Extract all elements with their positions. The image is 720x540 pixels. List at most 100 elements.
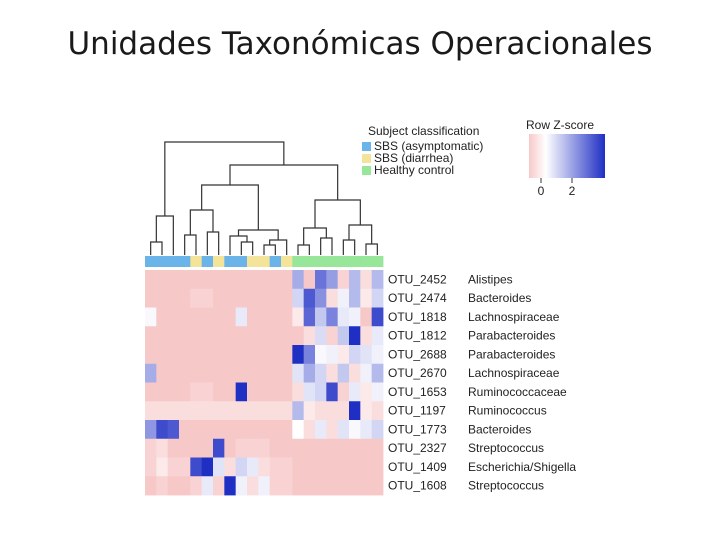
dendrogram-branch [229,235,248,255]
heatmap-cell [224,363,237,383]
heatmap-cell [167,307,180,327]
row-label-otu: OTU_2688 [388,347,447,361]
heatmap-cell [145,288,157,308]
heatmap-cell [156,382,169,402]
heatmap-cell [360,382,373,402]
heatmap-cell [156,457,169,477]
heatmap-cell [224,307,237,327]
heatmap-cell [190,476,203,496]
dendrogram-branch [184,234,197,255]
heatmap-cell [224,420,237,440]
dendrogram-branch [164,141,285,216]
heatmap-cell [303,288,316,308]
heatmap-cell [213,476,225,496]
heatmap-cell [145,420,157,440]
colorkey-tick-label-2: 2 [569,184,576,198]
heatmap-cell [292,382,305,402]
heatmap-cell [190,326,203,346]
heatmap-cell [190,457,203,477]
heatmap-cell [269,288,282,308]
heatmap-cell [145,457,157,477]
heatmap-cell [269,382,282,402]
heatmap-cell [337,401,350,421]
heatmap-cell [269,476,282,496]
heatmap-cell [235,420,248,440]
heatmap-cell [326,438,339,458]
heatmap-cell [213,382,225,402]
column-dendrogram [150,141,378,255]
heatmap-cell [269,420,282,440]
heatmap-cell [360,363,373,383]
group-bar-cell [337,256,350,267]
heatmap-cell [269,438,282,458]
heatmap-cell [167,476,180,496]
heatmap-cell [213,438,225,458]
row-label-otu: OTU_2327 [388,441,447,455]
dendrogram-branch [269,239,288,255]
group-bar-cell [213,256,225,267]
legend-label-asymptomatic: SBS (asymptomatic) [374,139,483,153]
group-bar-cell [292,256,305,267]
row-label-taxon: Escherichia/Shigella [468,460,576,474]
heatmap-cell [235,401,248,421]
heatmap-cell [145,401,157,421]
heatmap-cell [337,457,350,477]
heatmap-cell [224,270,237,290]
heatmap-cell [179,401,191,421]
heatmap-cell [303,457,316,477]
dendrogram-branch [365,243,378,255]
subject-legend: Subject classification SBS (asymptomatic… [362,124,483,177]
heatmap-cell [326,382,339,402]
heatmap-cell [224,345,237,365]
group-bar-cell [247,256,259,267]
heatmap-cell [247,345,259,365]
heatmap-cell [201,476,214,496]
heatmap-cell [179,363,191,383]
heatmap-cell [360,345,373,365]
heatmap-cell [269,307,282,327]
heatmap-cell [213,326,225,346]
heatmap-cell [145,438,157,458]
heatmap-cell [179,382,191,402]
row-label-otu: OTU_1608 [388,479,447,493]
group-bar-cell [145,256,157,267]
heatmap-cell [315,382,327,402]
dendrogram-branch [237,229,279,240]
heatmap-cell [303,401,316,421]
heatmap-cell [167,382,180,402]
heatmap-cell [258,363,271,383]
row-label-otu: OTU_2474 [388,291,447,305]
heatmap-cell [326,457,339,477]
heatmap-cell [247,326,259,346]
heatmap-cell [303,326,316,346]
heatmap-cell [167,326,180,346]
dendrogram-branch [342,239,356,255]
dendrogram-branch [155,215,174,255]
row-label-otu: OTU_1773 [388,422,447,436]
heatmap-cell [167,345,180,365]
row-label-taxon: Ruminococcaceae [468,385,567,399]
heatmap-cell [292,345,305,365]
heatmap-cell [326,401,339,421]
heatmap-cell [371,382,384,402]
heatmap-cell [156,401,169,421]
heatmap-cell [281,345,293,365]
row-label-taxon: Ruminococcus [468,404,547,418]
heatmap-cell [156,326,169,346]
row-label-taxon: Parabacteroides [468,347,555,361]
heatmap-cell [349,438,361,458]
heatmap-cell [337,476,350,496]
group-bar-cell [315,256,327,267]
heatmap-cell [360,288,373,308]
heatmap-cell [145,345,157,365]
heatmap-cell [179,457,191,477]
heatmap-cell [360,438,373,458]
row-label-otu: OTU_2452 [388,272,447,286]
heatmap-cell [281,363,293,383]
heatmap-cell [303,420,316,440]
heatmap-cell [224,457,237,477]
colorkey-tick-label-0: 0 [538,184,545,198]
heatmap-cell [190,345,203,365]
heatmap-cell [337,382,350,402]
heatmap-cell [190,401,203,421]
